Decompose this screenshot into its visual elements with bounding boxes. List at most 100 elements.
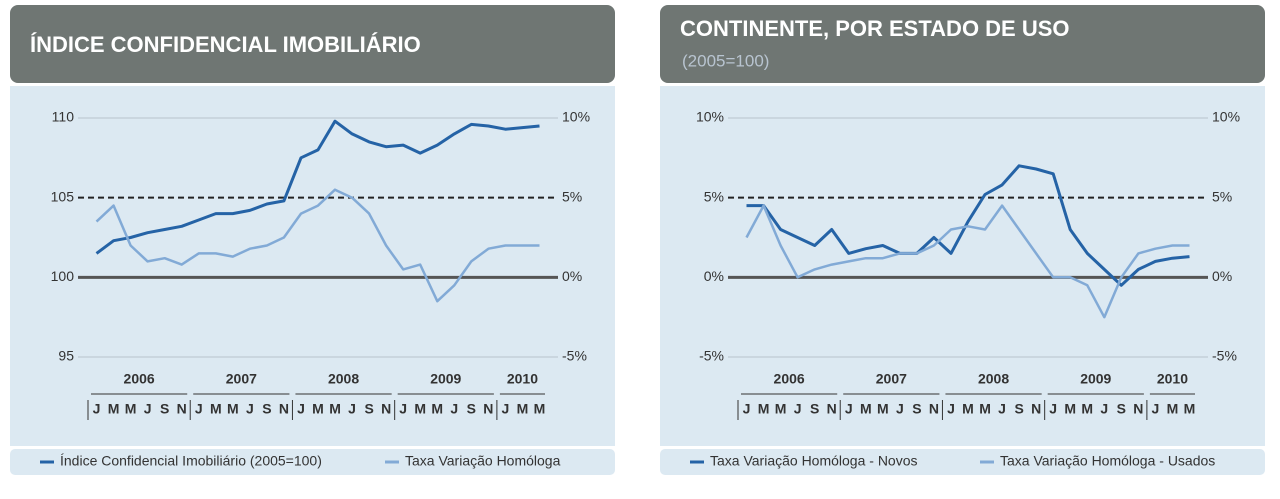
- y2-tick-label: 10%: [1212, 109, 1240, 125]
- series-line: [746, 164, 1190, 287]
- x-tick-label: M: [1064, 401, 1076, 417]
- y2-tick-label: -5%: [1212, 348, 1237, 364]
- y-tick-label: 10%: [696, 109, 724, 125]
- x-tick-label: M: [534, 401, 546, 417]
- x-tick-label: M: [775, 401, 787, 417]
- x-tick-label: N: [1133, 401, 1143, 417]
- y-tick-label: 5%: [704, 188, 724, 204]
- chart-title: ÍNDICE CONFIDENCIAL IMOBILIÁRIO: [30, 32, 421, 57]
- y-tick-label: 100: [51, 268, 75, 284]
- year-label: 2010: [1157, 371, 1188, 387]
- x-tick-label: M: [517, 401, 529, 417]
- x-tick-label: M: [312, 401, 324, 417]
- x-tick-label: J: [794, 401, 802, 417]
- x-tick-label: M: [108, 401, 120, 417]
- x-tick-label: J: [450, 401, 458, 417]
- year-label: 2008: [978, 371, 1009, 387]
- x-tick-label: N: [827, 401, 837, 417]
- legend-label: Taxa Variação Homóloga - Novos: [710, 453, 918, 469]
- legend-background: [10, 449, 615, 475]
- x-tick-label: J: [896, 401, 904, 417]
- x-tick-label: M: [210, 401, 222, 417]
- year-label: 2006: [124, 371, 155, 387]
- x-tick-label: M: [431, 401, 443, 417]
- legend-label: Taxa Variação Homóloga - Usados: [1000, 453, 1215, 469]
- x-tick-label: M: [1167, 401, 1179, 417]
- y-tick-label: 95: [58, 348, 74, 364]
- y2-tick-label: -5%: [562, 348, 587, 364]
- x-tick-label: S: [262, 401, 271, 417]
- x-tick-label: J: [502, 401, 510, 417]
- series-line: [95, 188, 540, 303]
- x-tick-label: M: [860, 401, 872, 417]
- panel-header: [10, 5, 615, 83]
- x-tick-label: N: [279, 401, 289, 417]
- year-label: 2007: [876, 371, 907, 387]
- panel-header: [660, 5, 1265, 83]
- x-tick-label: S: [912, 401, 921, 417]
- legend-background: [660, 449, 1265, 475]
- x-tick-label: J: [947, 401, 955, 417]
- legend-label: Índice Confidencial Imobiliário (2005=10…: [60, 453, 322, 469]
- x-tick-label: M: [962, 401, 974, 417]
- year-label: 2009: [1080, 371, 1111, 387]
- y2-tick-label: 10%: [562, 109, 590, 125]
- y-tick-label: 110: [52, 109, 75, 125]
- y-tick-label: 0%: [704, 268, 724, 284]
- chart-subtitle: (2005=100): [682, 51, 769, 70]
- x-tick-label: J: [144, 401, 152, 417]
- x-tick-label: M: [1081, 401, 1093, 417]
- x-tick-label: M: [877, 401, 889, 417]
- x-tick-label: M: [414, 401, 426, 417]
- x-tick-label: J: [743, 401, 751, 417]
- x-tick-label: J: [845, 401, 853, 417]
- x-tick-label: N: [177, 401, 187, 417]
- y-tick-label: -5%: [699, 348, 724, 364]
- x-tick-label: J: [1152, 401, 1160, 417]
- y2-tick-label: 0%: [1212, 268, 1232, 284]
- x-tick-label: J: [297, 401, 305, 417]
- x-tick-label: J: [1100, 401, 1108, 417]
- x-tick-label: N: [1031, 401, 1041, 417]
- x-tick-label: S: [1117, 401, 1126, 417]
- chart-panel: ÍNDICE CONFIDENCIAL IMOBILIÁRIO 95 100 105 1…: [10, 5, 615, 475]
- x-tick-label: J: [399, 401, 407, 417]
- x-tick-label: M: [758, 401, 770, 417]
- year-label: 2007: [226, 371, 257, 387]
- x-tick-label: M: [979, 401, 991, 417]
- year-label: 2008: [328, 371, 359, 387]
- year-label: 2009: [430, 371, 461, 387]
- legend-label: Taxa Variação Homóloga: [405, 453, 561, 469]
- x-tick-label: J: [93, 401, 101, 417]
- x-tick-label: N: [929, 401, 939, 417]
- x-tick-label: N: [381, 401, 391, 417]
- x-tick-label: M: [227, 401, 239, 417]
- chart-panel: CONTINENTE, POR ESTADO DE USO (2005=100) -…: [660, 5, 1265, 475]
- year-label: 2006: [774, 371, 805, 387]
- x-tick-label: S: [810, 401, 819, 417]
- y2-tick-label: 5%: [562, 188, 582, 204]
- x-tick-label: S: [364, 401, 373, 417]
- y2-tick-label: 5%: [1212, 188, 1232, 204]
- y-tick-label: 105: [51, 188, 75, 204]
- x-tick-label: S: [160, 401, 169, 417]
- plot-background: [660, 86, 1265, 446]
- x-tick-label: J: [998, 401, 1006, 417]
- plot-background: [10, 86, 615, 446]
- x-tick-label: J: [348, 401, 356, 417]
- x-tick-label: S: [1014, 401, 1023, 417]
- series-line: [95, 119, 540, 255]
- x-tick-label: M: [1184, 401, 1196, 417]
- x-tick-label: J: [1049, 401, 1057, 417]
- x-tick-label: N: [483, 401, 493, 417]
- x-tick-label: S: [467, 401, 476, 417]
- x-tick-label: J: [195, 401, 203, 417]
- series-line: [745, 204, 1190, 319]
- y2-tick-label: 0%: [562, 268, 582, 284]
- x-tick-label: J: [246, 401, 254, 417]
- year-label: 2010: [507, 371, 538, 387]
- x-tick-label: M: [329, 401, 341, 417]
- chart-title: CONTINENTE, POR ESTADO DE USO: [680, 16, 1070, 41]
- x-tick-label: M: [125, 401, 137, 417]
